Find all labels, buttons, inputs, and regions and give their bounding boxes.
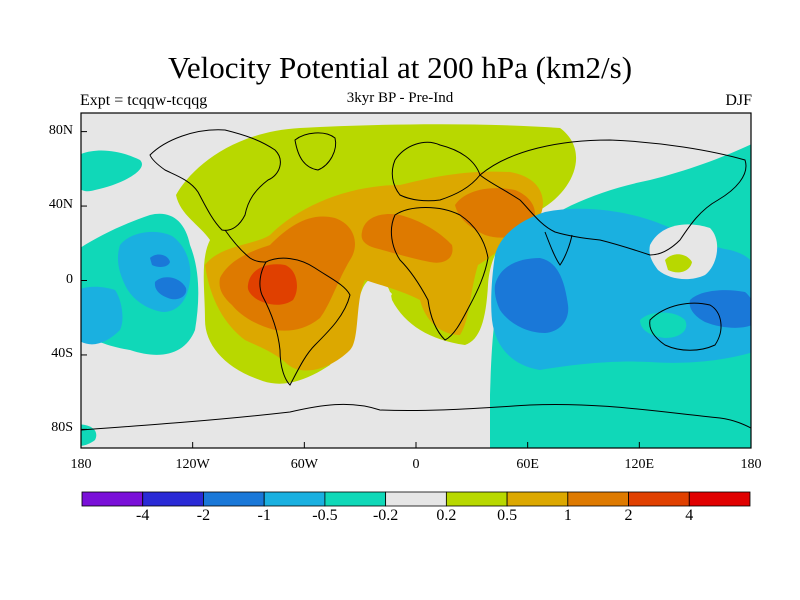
contour-fields (81, 113, 751, 448)
coastline-africa (390, 207, 489, 341)
colorbar-swatch (688, 491, 751, 507)
lat-label: 40N (48, 197, 73, 213)
colorbar-swatch (567, 491, 629, 507)
colorbar-label: -0.5 (312, 507, 338, 524)
colorbar-label: 0.2 (436, 507, 457, 524)
contour-positive-1-africa (361, 213, 453, 263)
colorbar-label: -0.2 (372, 507, 399, 524)
lon-label: 180 (740, 457, 762, 472)
lat-label: 0 (66, 271, 73, 287)
coastline-asia (479, 139, 747, 256)
lon-label: 120W (175, 457, 210, 472)
contour-negative-0.5-pacific (81, 286, 123, 345)
contour-negative-1-pacific2 (154, 277, 187, 300)
contour-neutral-southatl (372, 289, 392, 301)
colorbar-swatch (385, 491, 447, 507)
colorbar-label: -2 (196, 507, 211, 524)
lon-label: 60E (516, 457, 539, 472)
coastline-greenland (294, 132, 337, 171)
lon-label: 120E (624, 457, 655, 472)
coastline-india (544, 231, 573, 266)
colorbar-label: -4 (136, 507, 150, 524)
coastline-south-america (259, 257, 351, 386)
plot-title: Velocity Potential at 200 hPa (km2/s) (167, 50, 633, 85)
plot-subtitle: 3kyr BP - Pre-Ind (346, 90, 454, 106)
lat-label: 40S (51, 345, 73, 361)
coastline-europe (391, 141, 481, 202)
contour-positive-westpac (665, 254, 692, 273)
colorbar-swatch (142, 491, 204, 507)
coastline-north-america (149, 129, 281, 231)
colorbar-swatch (203, 491, 265, 507)
lon-label: 60W (290, 457, 318, 472)
coastline-australia (649, 302, 722, 351)
contour-positive-1-mideast (455, 188, 535, 238)
contour-positive-2 (247, 264, 297, 305)
lat-label: 80N (48, 122, 73, 138)
colorbar-swatch (506, 491, 569, 507)
colorbar-swatch (445, 491, 508, 507)
lon-label: 0 (412, 457, 420, 472)
axis-ticks (80, 131, 752, 448)
colorbar-label: 4 (685, 507, 694, 524)
colorbar-swatch (324, 491, 387, 507)
contour-negative-1-australia (689, 290, 751, 328)
experiment-label: Expt = tcqqw-tcqqg (80, 92, 208, 109)
contour-negative-1-indian (494, 258, 569, 333)
colorbar-swatch (628, 491, 690, 507)
lon-label: 180 (70, 457, 92, 472)
season-label: DJF (725, 92, 752, 109)
coastline-antarctica (81, 403, 751, 431)
colorbar (81, 491, 751, 507)
colorbar-label: 1 (563, 507, 572, 524)
colorbar-swatch (263, 491, 326, 507)
coastline-central-america (224, 229, 267, 263)
colorbar-swatch (81, 491, 144, 507)
colorbar-label: 0.5 (497, 507, 518, 524)
lat-label: 80S (51, 420, 73, 436)
contour-neutral-westpac (649, 224, 718, 280)
contour-negative-1-pacific (150, 254, 170, 267)
colorbar-label: -1 (257, 507, 271, 524)
contour-negative-pacific-w (81, 150, 142, 192)
colorbar-label: 2 (624, 507, 633, 524)
coastlines (81, 129, 751, 431)
